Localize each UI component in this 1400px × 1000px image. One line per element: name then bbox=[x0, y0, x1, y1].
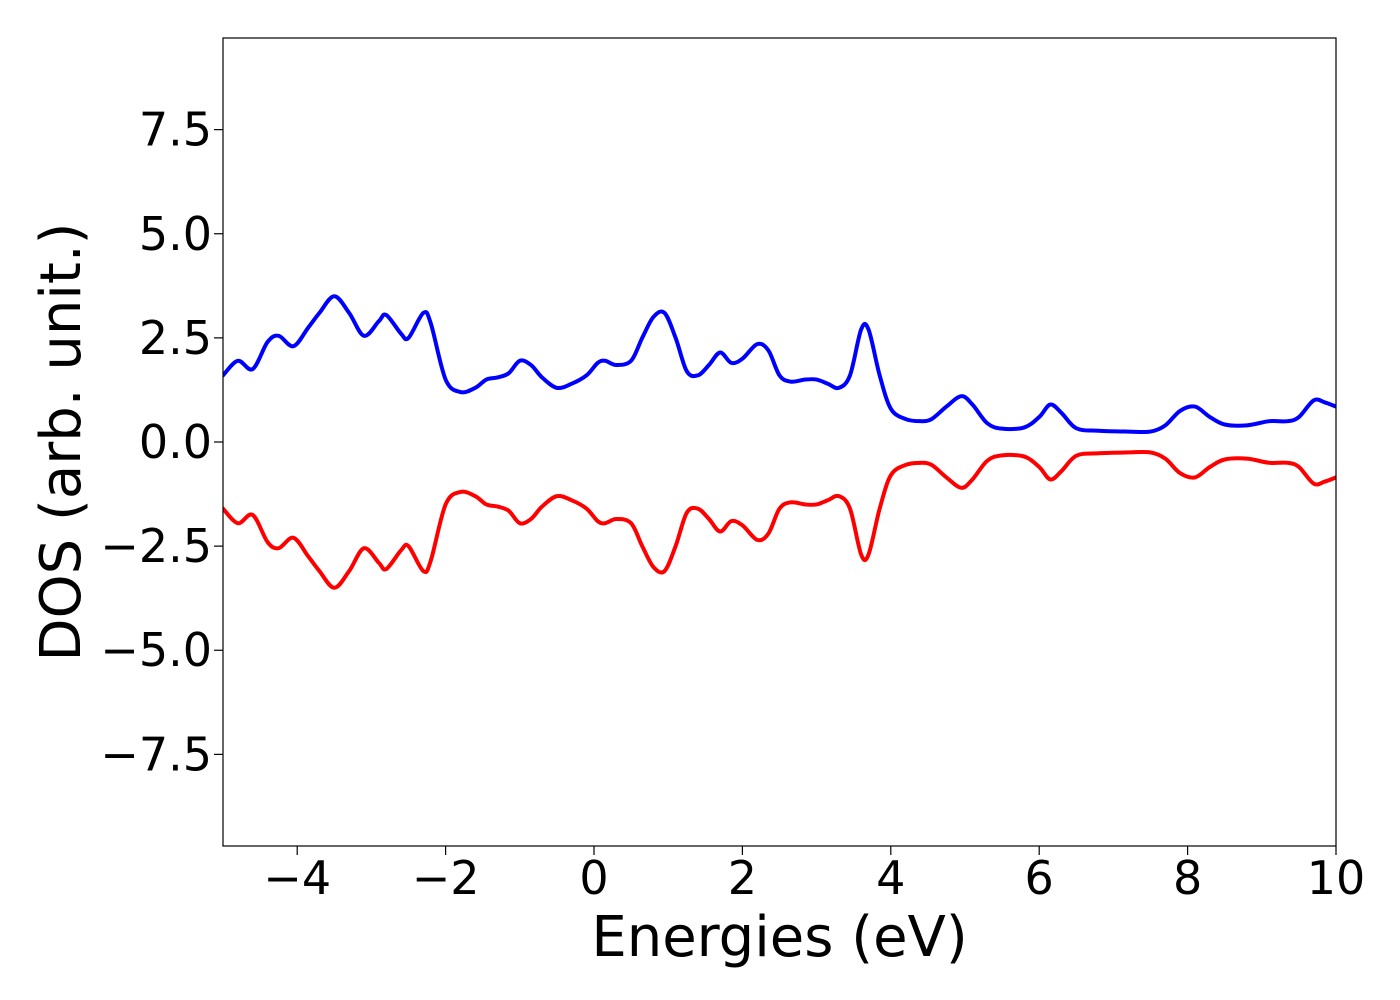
y-axis: 7.5 5.0 2.5 0.0 −2.5 −5.0 −7.5 bbox=[100, 103, 223, 781]
y-tick-label: 7.5 bbox=[139, 103, 212, 157]
series-layer bbox=[223, 294, 1336, 590]
x-axis-label: Energies (eV) bbox=[591, 905, 967, 970]
x-tick-label: 8 bbox=[1173, 851, 1202, 905]
x-tick-label: −2 bbox=[412, 851, 480, 905]
y-axis-label: DOS (arb. unit.) bbox=[29, 222, 94, 661]
x-tick-label: 2 bbox=[728, 851, 757, 905]
x-tick-label: 0 bbox=[579, 851, 608, 905]
y-tick-label: 2.5 bbox=[139, 311, 212, 365]
series-line-2 bbox=[223, 449, 1336, 590]
x-tick-label: 6 bbox=[1025, 851, 1054, 905]
y-tick-label: 0.0 bbox=[139, 415, 212, 469]
y-tick-label: −7.5 bbox=[100, 727, 212, 781]
y-tick-label: 5.0 bbox=[139, 207, 212, 261]
x-tick-label: −4 bbox=[263, 851, 331, 905]
x-tick-label: 4 bbox=[876, 851, 905, 905]
y-tick-label: −2.5 bbox=[100, 519, 212, 573]
plot-background bbox=[223, 38, 1336, 846]
x-axis: −4 −2 0 2 4 6 8 10 bbox=[263, 846, 1365, 905]
y-tick-label: −5.0 bbox=[100, 623, 212, 677]
x-tick-label: 10 bbox=[1307, 851, 1366, 905]
series-line-1 bbox=[223, 294, 1336, 435]
